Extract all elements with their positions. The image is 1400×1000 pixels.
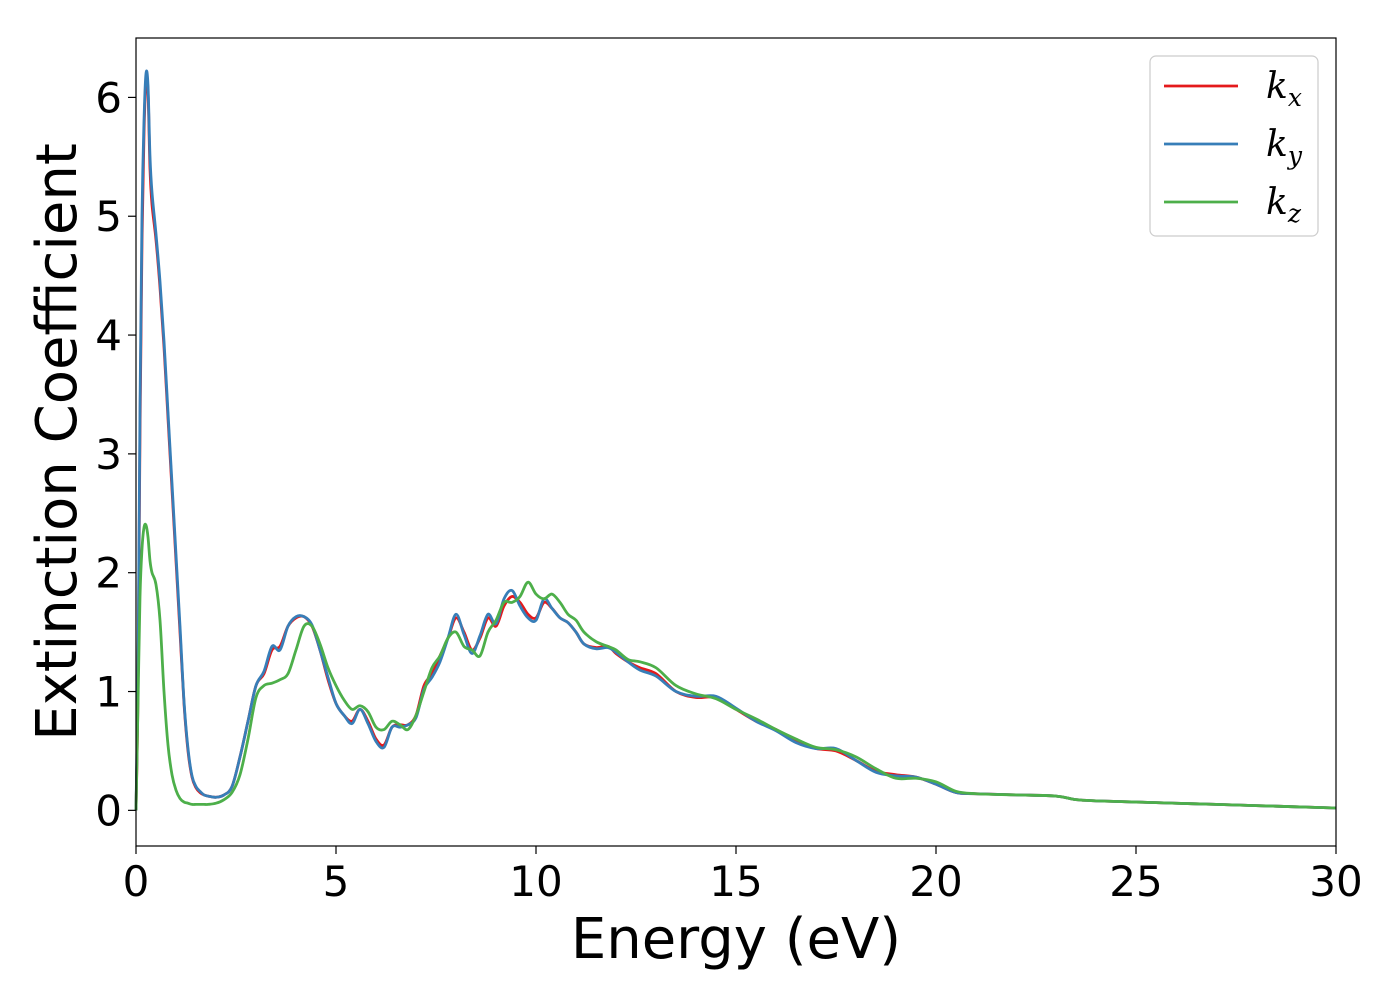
x-tick-label: 10 [509,857,562,906]
legend-box [1149,55,1319,237]
y-tick-label: 2 [95,549,122,598]
x-tick-label: 0 [123,857,150,906]
y-tick-label: 6 [95,73,122,122]
legend: kx ky kz [1149,55,1319,237]
x-tick-label: 15 [709,857,762,906]
legend-label-ky: ky [1266,124,1303,170]
series-line-kz [134,522,1337,811]
ticks-layer: 0 5 10 15 20 25 30 0 1 2 3 4 5 6 [95,73,1362,906]
y-tick-label: 3 [95,430,122,479]
legend-label-kz: kz [1266,182,1302,228]
x-tick-label: 5 [323,857,350,906]
y-tick-label: 1 [95,668,122,717]
series-layer [134,69,1337,811]
x-tick-label: 30 [1309,857,1362,906]
x-axis-title: Energy (eV) [571,907,901,972]
y-axis-title: Extinction Coefficient [25,143,90,741]
y-tick-label: 4 [95,311,122,360]
x-tick-label: 25 [1109,857,1162,906]
x-tick-label: 20 [909,857,962,906]
legend-entries: kx ky kz [1164,66,1303,228]
legend-label-kx: kx [1266,66,1302,112]
y-tick-label: 0 [95,786,122,835]
y-tick-label: 5 [95,192,122,241]
